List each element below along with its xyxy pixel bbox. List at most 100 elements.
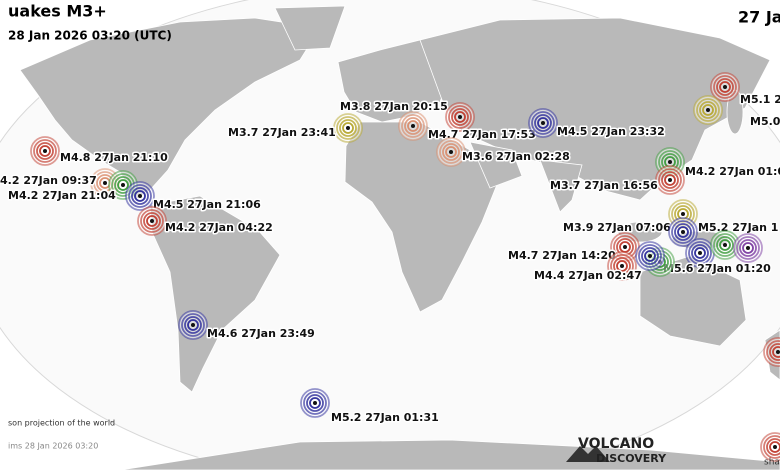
marker-core <box>313 401 317 405</box>
marker-ring <box>454 111 466 123</box>
marker-ring <box>716 236 734 254</box>
marker-ring <box>664 174 676 186</box>
marker-core <box>723 243 727 247</box>
marker-core <box>668 160 672 164</box>
marker-core <box>346 126 350 130</box>
marker-ring <box>439 140 463 164</box>
quake-label: M5.2 27Jan 01:31 <box>331 411 439 424</box>
marker-core <box>746 246 750 250</box>
quake-label: M4.5 27Jan 21:06 <box>153 198 261 211</box>
marker-ring <box>661 171 679 189</box>
marker-ring <box>716 78 734 96</box>
marker-core <box>411 124 415 128</box>
greenland <box>274 5 346 51</box>
marker-ring <box>677 226 689 238</box>
quake-label: M4.7 27Jan 14:20 <box>508 249 616 262</box>
marker-core <box>43 149 47 153</box>
marker-ring <box>769 441 780 453</box>
marker-core <box>773 445 777 449</box>
marker-ring <box>445 146 457 158</box>
timestamp: ims 28 Jan 2026 03:20 <box>8 442 98 451</box>
marker-ring <box>719 81 731 93</box>
quake-label: M5.0 27Jan <box>750 115 780 128</box>
marker-ring <box>674 223 692 241</box>
continents <box>19 5 780 470</box>
south-america <box>149 195 281 393</box>
marker-ring <box>181 313 205 337</box>
marker-core <box>103 181 107 185</box>
quake-marker <box>607 251 637 281</box>
quake-label: 4.2 27Jan 09:37 <box>0 174 97 187</box>
logo-line1: VOLCANO <box>578 436 654 452</box>
marker-core <box>776 350 780 354</box>
logo-mark <box>566 446 610 462</box>
marker-core <box>706 108 710 112</box>
quake-layer: M5.1 2 M5.0 27Jan M3.8 27Jan 20:15 M3.7 27J… <box>0 72 780 462</box>
marker-ring <box>143 212 161 230</box>
marker-ring <box>336 116 360 140</box>
quake-label: M4.8 27Jan 21:10 <box>60 151 168 164</box>
marker-ring <box>401 114 425 138</box>
marker-ring <box>36 142 54 160</box>
marker-core <box>449 150 453 154</box>
quake-label: M4.5 27Jan 23:32 <box>557 125 665 138</box>
marker-ring <box>736 236 760 260</box>
quake-marker <box>333 113 363 143</box>
quake-label: M4.2 27Jan 01:0 <box>685 165 780 178</box>
marker-ring <box>534 114 552 132</box>
marker-ring <box>184 316 202 334</box>
arabia <box>469 141 523 189</box>
marker-ring <box>739 239 757 257</box>
quake-marker <box>635 241 665 271</box>
north-america <box>19 17 321 201</box>
quake-marker <box>655 165 685 195</box>
marker-core <box>121 183 125 187</box>
marker-ring <box>131 187 149 205</box>
quake-marker <box>178 310 208 340</box>
logo: VOLCANO DISCOVERY <box>566 436 667 465</box>
marker-core <box>648 254 652 258</box>
marker-core <box>620 264 624 268</box>
marker-core <box>681 212 685 216</box>
marker-ring <box>306 394 324 412</box>
date-right: 27 Ja <box>738 8 780 27</box>
quake-marker <box>30 136 60 166</box>
quake-label: M4.4 27Jan 02:47 <box>534 269 642 282</box>
marker-core <box>698 251 702 255</box>
marker-ring <box>763 435 780 459</box>
quake-marker <box>668 217 698 247</box>
quake-label: M4.6 27Jan 23:49 <box>207 327 315 340</box>
marker-ring <box>404 117 422 135</box>
marker-core <box>723 85 727 89</box>
marker-ring <box>616 260 628 272</box>
marker-ring <box>610 254 634 278</box>
marker-ring <box>146 215 158 227</box>
marker-ring <box>537 117 549 129</box>
quake-marker <box>436 137 466 167</box>
marker-ring <box>742 242 754 254</box>
marker-core <box>623 245 627 249</box>
marker-ring <box>309 397 321 409</box>
marker-ring <box>407 120 419 132</box>
marker-ring <box>688 241 712 265</box>
marker-ring <box>702 104 714 116</box>
quake-label: M3.8 27Jan 20:15 <box>340 100 448 113</box>
quake-label: M5.6 27Jan 01:20 <box>663 262 771 275</box>
quake-marker <box>693 95 723 125</box>
marker-ring <box>442 143 460 161</box>
quake-label: M5.2 27Jan 1 <box>698 221 778 234</box>
antarctica <box>119 439 780 470</box>
quake-label: M3.7 27Jan 16:56 <box>550 179 658 192</box>
logo-line2: DISCOVERY <box>596 452 667 465</box>
quake-label: M3.7 27Jan 23:41 <box>228 126 336 139</box>
quake-label: M3.6 27Jan 02:28 <box>462 150 570 163</box>
marker-core <box>681 230 685 234</box>
marker-core <box>191 323 195 327</box>
marker-ring <box>638 244 662 268</box>
marker-ring <box>658 168 682 192</box>
marker-ring <box>342 122 354 134</box>
marker-ring <box>451 108 469 126</box>
marker-core <box>668 178 672 182</box>
quake-marker <box>760 432 780 462</box>
quake-label: M3.9 27Jan 07:06 <box>563 221 671 234</box>
